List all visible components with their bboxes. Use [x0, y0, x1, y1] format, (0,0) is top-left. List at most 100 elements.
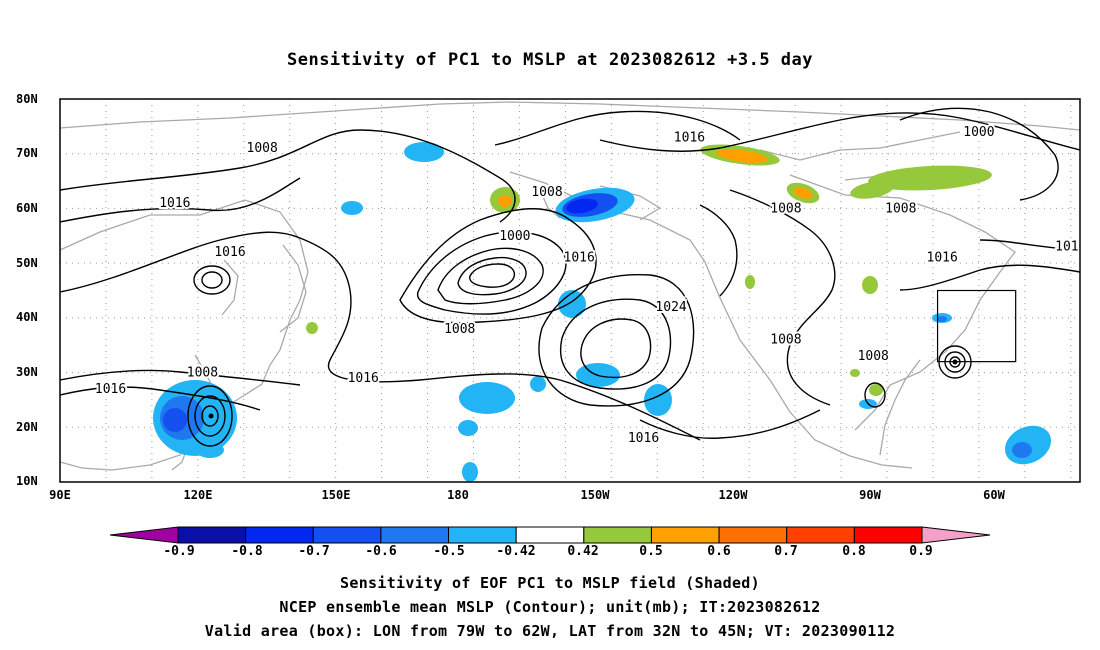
mslp-contour [399, 208, 597, 324]
contour-label: 1016 [348, 371, 379, 386]
mslp-contour [469, 263, 516, 288]
coastline [789, 174, 1016, 431]
sensitivity-shading [558, 290, 586, 318]
sensitivity-shading [341, 201, 363, 215]
mslp-contour [899, 107, 1059, 201]
contour-label: 1008 [187, 366, 218, 381]
coastline [759, 131, 961, 161]
mslp-contour [60, 129, 516, 223]
mslp-contour [60, 386, 261, 411]
mslp-contour [437, 247, 544, 305]
contour-label: 1016 [628, 431, 659, 446]
contour-label: 1024 [655, 300, 686, 315]
lat-label-10n: 10N [16, 474, 38, 488]
contour-label: 1016 [95, 382, 126, 397]
lat-label-20n: 20N [16, 420, 38, 434]
contour-label: 1016 [674, 130, 705, 145]
lat-label-80n: 80N [16, 92, 38, 106]
mslp-contour [201, 405, 219, 427]
sensitivity-shading [458, 420, 478, 436]
caption-shading: Sensitivity of EOF PC1 to MSLP field (Sh… [340, 574, 760, 592]
sensitivity-shading [716, 149, 768, 163]
mslp-contour [560, 298, 672, 390]
sensitivity-shading [745, 275, 755, 289]
sensitivity-shading [869, 384, 883, 396]
mslp-contour [416, 231, 567, 315]
colorbar-label: -0.7 [298, 544, 330, 559]
colorbar-label: 0.6 [707, 544, 731, 559]
mslp-contour [494, 110, 741, 146]
map-frame [59, 98, 1081, 483]
mslp-contour [60, 177, 301, 223]
lon-label-150w: 150W [580, 488, 610, 502]
sensitivity-shading [498, 195, 512, 207]
contour-label: 1016 [564, 251, 595, 266]
sensitivity-shading [462, 462, 478, 482]
colorbar-swatch [312, 526, 382, 544]
mslp-contour [699, 204, 738, 297]
lat-label-30n: 30N [16, 365, 38, 379]
colorbar-swatch [448, 526, 517, 544]
coastline [539, 189, 561, 219]
sensitivity-shading [404, 142, 444, 162]
colorbar-label: 0.5 [639, 544, 663, 559]
colorbar-label: -0.42 [496, 544, 536, 559]
lat-label-60n: 60N [16, 201, 38, 215]
colorbar-swatch [786, 526, 855, 544]
mslp-contour [60, 231, 701, 441]
colorbar-swatch [583, 526, 652, 544]
mslp-contour [193, 265, 231, 295]
colorbar-swatch [921, 526, 991, 544]
lon-label-180: 180 [447, 488, 469, 502]
mslp-contour [599, 112, 1080, 152]
lon-label-120w: 120W [718, 488, 748, 502]
colorbar-label: 0.8 [842, 544, 866, 559]
colorbar-swatch [380, 526, 450, 544]
sensitivity-shading [459, 382, 515, 414]
colorbar-label: -0.8 [231, 544, 263, 559]
contour-label: 1008 [531, 185, 562, 200]
sensitivity-shading [1012, 442, 1032, 458]
sensitivity-shading [850, 369, 860, 377]
colorbar-swatch [515, 526, 585, 544]
sensitivity-shading [937, 316, 947, 322]
coastline [279, 244, 307, 333]
mslp-contour [201, 271, 223, 289]
colorbar-swatch [245, 526, 314, 544]
mslp-contour [538, 273, 695, 407]
contour-label: 1008 [444, 322, 475, 337]
colorbar-label: -0.6 [365, 544, 397, 559]
colorbar-swatch [718, 526, 788, 544]
mslp-contour [580, 318, 652, 379]
colorbar [109, 526, 991, 544]
sensitivity-shading [868, 165, 992, 191]
contour-label: 1008 [858, 349, 889, 364]
contour-label: 1016 [927, 251, 958, 266]
contour-label: 1016 [1055, 240, 1086, 255]
mslp-contour [899, 264, 1080, 291]
colorbar-label: -0.5 [433, 544, 465, 559]
mslp-contour [60, 369, 301, 386]
map-title: Sensitivity of PC1 to MSLP at 2023082612… [286, 50, 813, 70]
sensitivity-shading [566, 198, 598, 214]
lon-label-150e: 150E [321, 488, 351, 502]
low-center [208, 413, 214, 419]
sensitivity-shading [530, 376, 546, 392]
colorbar-label: 0.9 [909, 544, 933, 559]
coastline [60, 101, 1080, 131]
valid-area-box [936, 289, 1017, 363]
sensitivity-shading [862, 276, 878, 294]
mslp-contour [194, 395, 226, 437]
lon-label-90e: 90E [49, 488, 71, 502]
sensitivity-shading [163, 408, 187, 432]
colorbar-swatch [109, 526, 179, 544]
sensitivity-shading [196, 442, 224, 458]
colorbar-label: 0.7 [774, 544, 798, 559]
sensitivity-shading [850, 181, 894, 199]
mslp-contour [864, 382, 886, 408]
lon-label-120e: 120E [183, 488, 213, 502]
contour-label: 1016 [214, 245, 245, 260]
contour-label: 1000 [499, 229, 530, 244]
mslp-contour [979, 239, 1080, 251]
